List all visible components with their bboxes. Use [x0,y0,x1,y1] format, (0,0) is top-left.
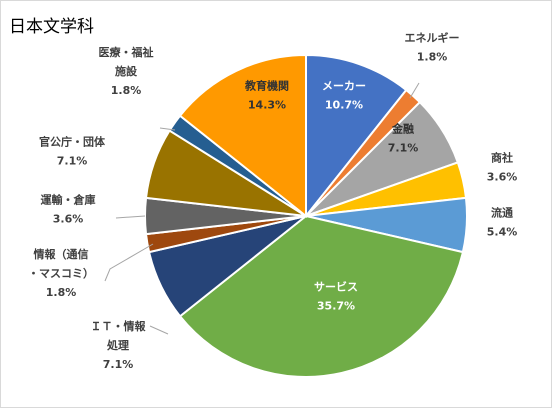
leader-line [104,243,154,282]
pie-slice [305,53,408,219]
slice-label: サービス 35.7% [314,280,358,313]
slice-label: ＩＴ・情報処理 7.1% [91,319,147,371]
chart-title: 日本文学科 [9,17,94,37]
slice-label: 金融 7.1% [388,122,419,155]
slice-label: 官公庁・団体 7.1% [39,135,106,168]
leader-line [115,215,146,219]
leader-line [409,82,420,99]
slice-label: 流通 5.4% [487,206,518,239]
slice-label: 情報（通信・マスコミ） 1.8% [28,247,94,299]
pie-slice [178,53,307,219]
leader-line [149,325,169,335]
slice-label: 運輸・倉庫 3.6% [41,193,96,226]
slice-label: 教育機関 14.3% [244,79,289,112]
pie-slice [178,214,465,378]
slice-label: メーカー 10.7% [322,80,366,112]
leader-line [159,127,176,131]
slice-label: 商社 3.6% [487,151,518,184]
slice-label: エネルギー 1.8% [405,31,460,64]
slice-label: 医療・福祉施設 1.8% [99,45,154,97]
